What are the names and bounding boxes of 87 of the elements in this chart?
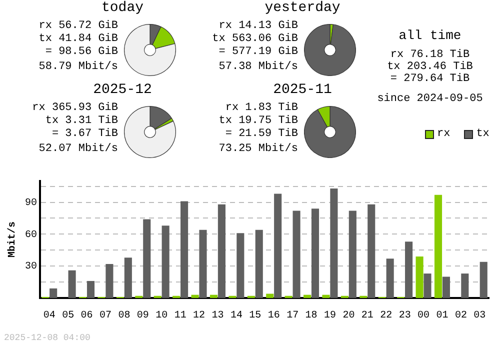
x-tick-label: 08 bbox=[118, 310, 130, 322]
bar bbox=[442, 276, 450, 298]
x-tick-label: 12 bbox=[193, 310, 206, 322]
bar bbox=[322, 294, 330, 298]
text: rx 76.18 TiB bbox=[389, 49, 471, 61]
legend-label: rx bbox=[437, 128, 450, 140]
x-tick-label: 03 bbox=[474, 310, 486, 322]
y-tick-label: 90 bbox=[24, 198, 37, 209]
x-tick-label: 19 bbox=[324, 310, 336, 322]
text: rx 1.83 TiB bbox=[224, 102, 298, 114]
bar bbox=[86, 280, 95, 298]
x-tick-label: 16 bbox=[268, 310, 280, 322]
y-axis-title: Mbit/s bbox=[6, 221, 19, 258]
x-tick-label: 01 bbox=[436, 310, 448, 322]
text: 52.07 Mbit/s bbox=[38, 143, 118, 155]
bar bbox=[266, 294, 274, 298]
x-tick-label: 23 bbox=[398, 310, 411, 322]
text: rx 14.13 GiB bbox=[218, 20, 298, 32]
bar bbox=[368, 204, 376, 298]
bar bbox=[416, 256, 424, 298]
text: 57.38 Mbit/s bbox=[218, 61, 298, 73]
x-tick-label: 20 bbox=[342, 310, 355, 322]
y-tick-label: 30 bbox=[24, 262, 37, 273]
bar bbox=[480, 262, 488, 298]
bar bbox=[424, 274, 432, 298]
x-tick-label: 15 bbox=[249, 310, 262, 322]
text: 2025-12-08 04:00 bbox=[4, 333, 90, 343]
text: tx 41.84 GiB bbox=[38, 33, 118, 45]
text: tx 203.46 TiB bbox=[386, 61, 474, 73]
x-tick-label: 13 bbox=[212, 310, 224, 322]
text: = 3.67 TiB bbox=[50, 128, 118, 140]
bar bbox=[348, 210, 356, 298]
text: tx 563.06 GiB bbox=[211, 33, 298, 45]
text: rx 365.93 GiB bbox=[31, 102, 118, 114]
text: = 21.59 TiB bbox=[224, 128, 298, 140]
bar bbox=[236, 233, 244, 298]
x-tick-label: 09 bbox=[136, 310, 149, 322]
bar bbox=[162, 226, 170, 298]
bar bbox=[124, 258, 132, 298]
bar bbox=[255, 230, 263, 298]
x-tick-label: 05 bbox=[62, 310, 74, 322]
bar bbox=[434, 194, 442, 298]
chart-title: 2025-12 bbox=[92, 82, 153, 98]
x-tick-label: 11 bbox=[174, 310, 186, 322]
text: = 577.19 GiB bbox=[218, 46, 298, 58]
text: = 279.64 TiB bbox=[389, 73, 471, 85]
x-tick-label: 17 bbox=[286, 310, 299, 322]
x-tick-label: 22 bbox=[380, 310, 392, 322]
text: since 2024-09-05 bbox=[376, 93, 484, 105]
bar bbox=[330, 188, 338, 298]
bar bbox=[191, 294, 199, 298]
bar bbox=[461, 274, 469, 298]
text: = 98.56 GiB bbox=[44, 46, 118, 58]
bar bbox=[386, 258, 394, 298]
bar bbox=[304, 294, 312, 298]
x-tick-label: 21 bbox=[361, 310, 374, 322]
x-tick-label: 06 bbox=[80, 310, 93, 322]
chart-title: today bbox=[100, 0, 144, 16]
bar bbox=[274, 194, 282, 298]
x-tick-label: 07 bbox=[99, 310, 112, 322]
bar bbox=[199, 230, 207, 298]
bar bbox=[106, 264, 114, 298]
text: rx 56.72 GiB bbox=[38, 20, 118, 32]
bar bbox=[180, 201, 188, 298]
bar bbox=[218, 204, 226, 298]
text: 58.79 Mbit/s bbox=[38, 61, 118, 73]
bar bbox=[143, 219, 151, 298]
bar bbox=[68, 270, 76, 298]
x-tick-label: 18 bbox=[305, 310, 318, 322]
x-tick-label: 14 bbox=[230, 310, 242, 322]
x-tick-label: 10 bbox=[156, 310, 168, 322]
bar bbox=[292, 210, 300, 298]
x-tick-label: 00 bbox=[418, 310, 430, 322]
bar bbox=[311, 208, 320, 298]
x-tick-label: 04 bbox=[43, 310, 56, 322]
chart-title: 2025-11 bbox=[272, 82, 333, 98]
x-tick-label: 02 bbox=[454, 310, 467, 322]
text: tx 19.75 TiB bbox=[218, 115, 298, 127]
y-tick-label: 60 bbox=[24, 230, 37, 241]
text: all time bbox=[398, 28, 462, 43]
bar bbox=[50, 288, 58, 298]
text: 73.25 Mbit/s bbox=[218, 143, 298, 155]
bar bbox=[210, 294, 218, 298]
text: tx 3.31 TiB bbox=[44, 115, 118, 127]
legend-label: tx bbox=[476, 128, 490, 140]
chart-title: yesterday bbox=[264, 0, 342, 16]
bar bbox=[405, 242, 413, 298]
